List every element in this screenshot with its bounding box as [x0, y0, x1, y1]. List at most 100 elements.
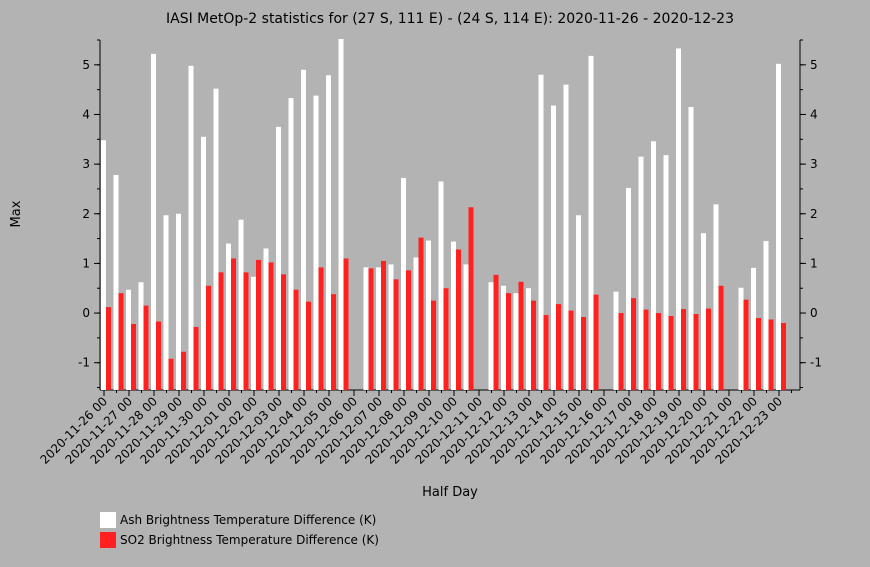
y-tick-label-left: 3: [82, 157, 90, 171]
ash-bar: [751, 267, 756, 390]
ash-bar: [163, 215, 169, 390]
so2-bar: [718, 285, 724, 390]
ash-bar: [338, 39, 344, 391]
y-tick-label-left: 0: [82, 306, 90, 320]
so2-bar: [106, 307, 111, 390]
so2-bar: [781, 322, 786, 390]
so2-bar: [593, 294, 599, 390]
ash-bar: [376, 267, 381, 390]
so2-bar: [256, 259, 261, 390]
y-tick-label-right: 4: [810, 107, 818, 121]
so2-bar: [456, 249, 461, 390]
ash-bar: [363, 267, 369, 390]
so2-bar: [193, 326, 199, 390]
ash-bar: [501, 285, 506, 390]
ash-bar: [188, 65, 194, 390]
so2-bar: [631, 298, 636, 390]
y-tick-label-right: 2: [810, 207, 818, 221]
ash-bar: [701, 233, 706, 390]
ash-bar: [313, 95, 319, 390]
so2-bar: [706, 308, 711, 390]
so2-bar: [468, 207, 474, 390]
ash-bar: [626, 187, 631, 390]
y-tick-label-left: 4: [82, 107, 90, 121]
ash-bar: [101, 140, 106, 390]
so2-bar: [393, 279, 399, 390]
so2-bar: [493, 274, 499, 390]
ash-bar: [538, 74, 544, 390]
so2-bar: [668, 316, 674, 390]
ash-bar: [613, 291, 619, 390]
so2-bar: [681, 309, 686, 390]
so2-bar: [231, 258, 236, 390]
so2-bar: [431, 300, 436, 390]
ash-bar: [776, 63, 781, 391]
ash-bar: [651, 141, 656, 390]
y-tick-label-left: 1: [82, 256, 90, 270]
so2-bar: [518, 281, 524, 390]
ash-bar: [513, 293, 519, 390]
ash-bar: [451, 241, 456, 390]
ash-bar: [688, 107, 694, 391]
ash-bar: [663, 155, 669, 390]
ash-bar: [551, 105, 556, 390]
so2-bar: [268, 262, 274, 390]
so2-bar: [206, 285, 211, 390]
chart-title: IASI MetOp-2 statistics for (27 S, 111 E…: [166, 11, 734, 27]
so2-bar: [543, 315, 549, 390]
ash-bar: [488, 282, 494, 390]
so2-bar: [181, 351, 186, 390]
ash-bar: [413, 257, 419, 390]
so2-bar: [768, 319, 774, 390]
so2-bar: [656, 313, 661, 390]
ash-bar: [388, 264, 394, 390]
ash-bar: [763, 241, 769, 390]
so2-bar: [381, 260, 386, 390]
y-tick-label-right: 5: [810, 58, 818, 72]
legend: Ash Brightness Temperature Difference (K…: [100, 512, 379, 548]
ash-bar: [138, 282, 144, 390]
ash-bar: [288, 98, 294, 390]
so2-bar: [443, 288, 449, 390]
ash-bar: [113, 175, 119, 390]
ash-bar: [201, 136, 206, 390]
legend-swatch-ash: [100, 512, 116, 528]
so2-bar: [318, 267, 324, 390]
y-tick-label-left: 2: [82, 207, 90, 221]
so2-bar: [156, 321, 161, 390]
so2-bar: [743, 299, 749, 390]
so2-bar: [343, 258, 349, 390]
so2-bar: [531, 300, 536, 390]
so2-bar: [556, 304, 561, 390]
y-axis-label: Max: [9, 200, 24, 227]
so2-bar: [506, 293, 511, 390]
so2-bar: [568, 310, 574, 390]
y-tick-label-right: -1: [810, 356, 822, 370]
so2-bar: [131, 323, 136, 390]
so2-bar: [368, 268, 374, 390]
ash-bar: [638, 156, 644, 390]
so2-bar: [243, 272, 249, 390]
ash-bar: [576, 215, 581, 390]
so2-bar: [581, 317, 586, 390]
ash-bar: [713, 204, 719, 390]
so2-bar: [693, 314, 699, 390]
ash-bar: [276, 126, 281, 391]
ash-bar: [438, 181, 444, 390]
so2-bar: [168, 358, 174, 390]
so2-bar: [293, 289, 299, 390]
ash-bar: [526, 288, 531, 390]
ash-bar: [676, 48, 681, 390]
so2-bar: [418, 237, 424, 390]
ash-bar: [226, 243, 231, 390]
y-tick-label-right: 0: [810, 306, 818, 320]
ash-bar: [176, 213, 181, 390]
ash-bar: [263, 248, 269, 390]
legend-label-so2: SO2 Brightness Temperature Difference (K…: [120, 533, 379, 547]
ash-bar: [426, 240, 431, 390]
ash-bar: [588, 55, 594, 390]
y-tick-label-right: 1: [810, 256, 818, 270]
